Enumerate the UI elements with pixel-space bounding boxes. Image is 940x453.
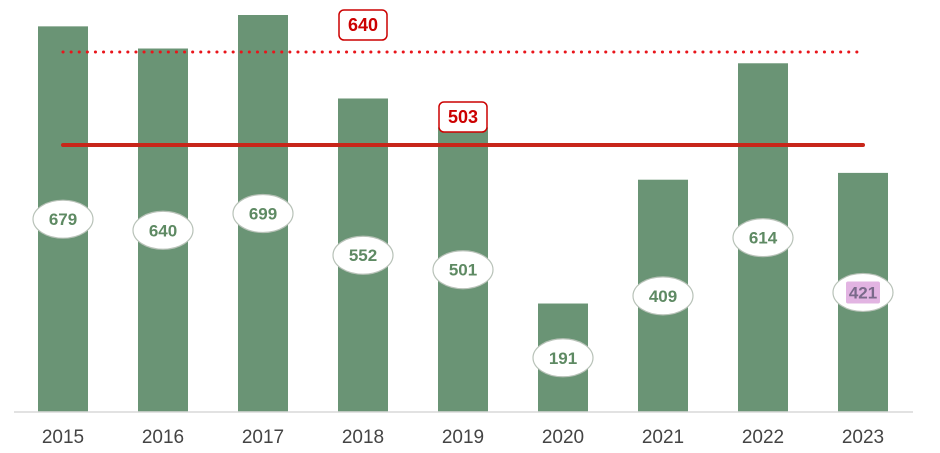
value-label-highlight <box>846 281 880 304</box>
value-label-bubble <box>232 193 294 234</box>
value-label-text: 501 <box>449 261 477 280</box>
value-label-text: 421 <box>849 283 877 302</box>
reference-label-box <box>438 101 488 133</box>
reference-lines-group: 640 503 <box>61 9 865 147</box>
x-tick-2015: 2015 <box>42 427 84 448</box>
value-label-text: 191 <box>549 349 577 368</box>
value-label-bubble <box>332 235 394 275</box>
x-tick-2020: 2020 <box>542 427 584 448</box>
reference-label-box <box>338 9 388 41</box>
value-labels-group: 679 640 699 552 501 191 409 614 421 <box>32 193 894 378</box>
value-label-bubble <box>32 199 94 239</box>
value-label-2020: 191 <box>532 338 594 378</box>
value-label-2015: 679 <box>32 199 94 239</box>
value-label-2023: 421 <box>832 272 894 313</box>
value-label-bubble <box>132 210 194 250</box>
x-tick-2017: 2017 <box>242 427 284 448</box>
value-label-bubble <box>632 276 694 316</box>
value-label-bubble <box>532 338 594 378</box>
x-tick-2021: 2021 <box>642 427 684 448</box>
reference-line-640: 640 <box>61 9 865 54</box>
value-label-bubble <box>432 250 494 290</box>
value-label-text: 640 <box>149 221 177 240</box>
value-label-2022: 614 <box>732 218 794 258</box>
x-tick-2018: 2018 <box>342 427 384 448</box>
value-label-text: 552 <box>349 246 377 265</box>
x-tick-2022: 2022 <box>742 427 784 448</box>
x-tick-2023: 2023 <box>842 427 884 448</box>
value-label-text: 699 <box>249 205 277 224</box>
value-label-text: 409 <box>649 287 677 306</box>
value-label-2021: 409 <box>632 276 694 316</box>
x-tick-2019: 2019 <box>442 427 484 448</box>
reference-label-text: 640 <box>348 15 378 35</box>
value-label-2016: 640 <box>132 210 194 250</box>
value-label-2017: 699 <box>232 193 294 234</box>
value-label-bubble <box>732 218 794 258</box>
x-tick-2016: 2016 <box>142 427 184 448</box>
reference-line-503: 503 <box>61 101 865 147</box>
value-label-text: 614 <box>749 229 778 248</box>
value-label-2019: 501 <box>432 250 494 290</box>
value-label-2018: 552 <box>332 235 394 275</box>
x-axis-ticks: 2015 2016 2017 2018 2019 2020 2021 2022 2023 <box>42 427 884 448</box>
reference-label-text: 503 <box>448 107 478 127</box>
value-label-text: 679 <box>49 210 77 229</box>
